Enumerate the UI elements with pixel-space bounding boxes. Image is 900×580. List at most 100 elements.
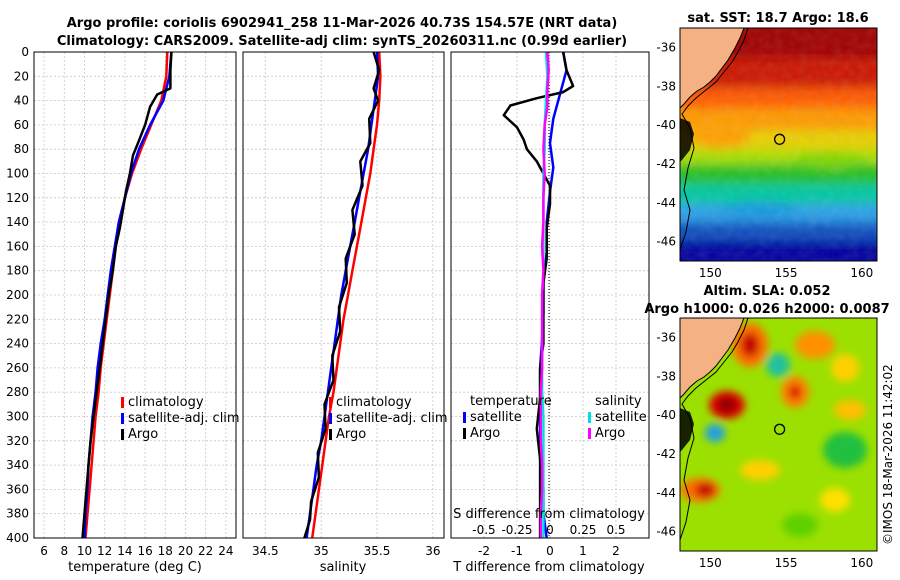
legend-swatch-climatology xyxy=(121,397,124,408)
sst-lon-tick-1: 155 xyxy=(775,266,798,280)
depth-tick-360: 360 xyxy=(6,482,29,496)
legend-label-argo: Argo xyxy=(336,427,366,442)
depth-tick-380: 380 xyxy=(6,507,29,521)
temperature-xlabel: temperature (deg C) xyxy=(68,560,202,575)
sla-lat-tick-0: -36 xyxy=(656,330,676,344)
temperature-xtick-2: 10 xyxy=(77,544,92,558)
sla-map-tick-labels: 150 155 160 -36 -38 -40 -42 -44 -46 xyxy=(656,330,873,570)
legend-swatch-argo xyxy=(121,429,124,440)
temperature-xtick-8: 22 xyxy=(198,544,213,558)
temperature-xtick-7: 20 xyxy=(178,544,193,558)
depth-tick-40: 40 xyxy=(14,94,29,108)
salinity-line-argo xyxy=(303,52,381,538)
depth-tick-180: 180 xyxy=(6,264,29,278)
legend-label-satellite: satellite-adj. clim xyxy=(336,411,448,426)
temperature-xtick-6: 18 xyxy=(158,544,173,558)
sst-map-tick-labels: 150 155 160 -36 -38 -40 -42 -44 -46 xyxy=(656,40,873,280)
difference-xtick-1: -1 xyxy=(511,544,523,558)
legend-label-t-argo: Argo xyxy=(470,426,500,441)
legend-swatch-t-argo xyxy=(463,428,466,439)
temperature-legend: climatology satellite-adj. clim Argo xyxy=(121,395,240,442)
sla-map: Altim. SLA: 0.052 Argo h1000: 0.026 h200… xyxy=(644,284,889,570)
difference-line-temperature-argo xyxy=(502,52,575,538)
depth-tick-labels: 0 20 40 60 80 100 120 140 160 180 200 220 240 260 280 3… xyxy=(6,45,29,545)
difference-panel: -2 -1 0 1 2 T difference from climatology S … xyxy=(450,51,650,575)
difference-xtick-3: 1 xyxy=(579,544,587,558)
sst-map: sat. SST: 18.7 Argo: 18.6 xyxy=(656,11,878,280)
s-difference-xtick-1: -0.25 xyxy=(501,523,532,537)
depth-tick-400: 400 xyxy=(6,531,29,545)
temperature-xtick-0: 6 xyxy=(40,544,48,558)
depth-tick-280: 280 xyxy=(6,385,29,399)
sla-argo-marker xyxy=(773,423,786,435)
depth-tick-20: 20 xyxy=(14,69,29,83)
header-line-1: Argo profile: coriolis 6902941_258 11-Ma… xyxy=(67,16,618,31)
legend-swatch-satellite xyxy=(121,413,124,424)
difference-legend-salinity: salinity satellite Argo xyxy=(588,394,647,441)
sst-lat-tick-5: -46 xyxy=(656,235,676,249)
legend-swatch-satellite xyxy=(329,413,332,424)
sla-lon-tick-2: 160 xyxy=(850,556,873,570)
temperature-tick-labels: 6 8 10 12 14 16 18 20 22 24 xyxy=(40,544,233,558)
legend-title-salinity: salinity xyxy=(595,394,642,409)
temperature-xtick-4: 14 xyxy=(117,544,132,558)
sst-lat-tick-0: -36 xyxy=(656,40,676,54)
salinity-axes-frame xyxy=(242,51,445,539)
difference-xtick-2: 0 xyxy=(546,544,554,558)
sst-map-title: sat. SST: 18.7 Argo: 18.6 xyxy=(687,11,868,26)
sst-lat-tick-3: -42 xyxy=(656,157,676,171)
t-difference-xlabel: T difference from climatology xyxy=(452,560,645,575)
header-line-2: Climatology: CARS2009. Satellite-adj cli… xyxy=(57,34,627,49)
depth-tick-80: 80 xyxy=(14,142,29,156)
s-difference-axis-label: S difference from climatology xyxy=(453,507,645,522)
sla-lat-tick-1: -38 xyxy=(656,369,676,383)
depth-tick-220: 220 xyxy=(6,312,29,326)
difference-line-salinity-argo xyxy=(539,52,550,538)
sla-land xyxy=(680,318,745,399)
sla-lat-tick-5: -46 xyxy=(656,525,676,539)
sla-lon-tick-1: 155 xyxy=(775,556,798,570)
legend-label-s-argo: Argo xyxy=(595,426,625,441)
depth-tick-300: 300 xyxy=(6,410,29,424)
salinity-xtick-2: 35.5 xyxy=(364,544,391,558)
sla-lat-tick-3: -42 xyxy=(656,447,676,461)
salinity-legend: climatology satellite-adj. clim Argo xyxy=(329,395,448,442)
t-difference-tick-labels: -2 -1 0 1 2 xyxy=(478,544,620,558)
sla-lon-tick-0: 150 xyxy=(699,556,722,570)
legend-label-argo: Argo xyxy=(128,427,158,442)
depth-tick-120: 120 xyxy=(6,191,29,205)
sst-lon-tick-2: 160 xyxy=(850,266,873,280)
legend-swatch-s-argo xyxy=(588,428,591,439)
depth-tick-340: 340 xyxy=(6,458,29,472)
salinity-tick-labels: 34.5 35 35.5 36 xyxy=(252,544,441,558)
legend-label-climatology: climatology xyxy=(336,395,412,410)
temperature-axes-frame xyxy=(33,51,237,539)
legend-label-t-satellite: satellite xyxy=(470,410,522,425)
sst-lat-tick-4: -44 xyxy=(656,196,676,210)
difference-legend-temperature: temperature satellite Argo xyxy=(463,394,552,441)
sst-land xyxy=(680,28,745,109)
temperature-xtick-9: 24 xyxy=(218,544,233,558)
salinity-xtick-3: 36 xyxy=(425,544,440,558)
sst-map-frame xyxy=(679,27,878,262)
sla-map-title-2: Argo h1000: 0.026 h2000: 0.0087 xyxy=(644,302,889,317)
sla-map-title-1: Altim. SLA: 0.052 xyxy=(704,284,831,299)
salinity-xtick-0: 34.5 xyxy=(252,544,279,558)
salinity-panel: 34.5 35 35.5 36 salinity climatology satell… xyxy=(242,51,448,575)
sst-argo-marker xyxy=(773,133,786,145)
depth-tick-320: 320 xyxy=(6,434,29,448)
legend-label-satellite: satellite-adj. clim xyxy=(128,411,240,426)
difference-xtick-4: 2 xyxy=(612,544,620,558)
temperature-xtick-5: 16 xyxy=(137,544,152,558)
temperature-xtick-3: 12 xyxy=(97,544,112,558)
sst-lat-tick-1: -38 xyxy=(656,79,676,93)
salinity-lines xyxy=(303,52,382,538)
sst-coast-shelf xyxy=(680,28,749,251)
legend-title-temperature: temperature xyxy=(470,394,552,409)
salinity-xlabel: salinity xyxy=(320,560,367,575)
s-difference-xtick-4: 0.5 xyxy=(606,523,625,537)
sla-map-frame xyxy=(679,317,878,552)
depth-tick-100: 100 xyxy=(6,167,29,181)
depth-tick-140: 140 xyxy=(6,215,29,229)
